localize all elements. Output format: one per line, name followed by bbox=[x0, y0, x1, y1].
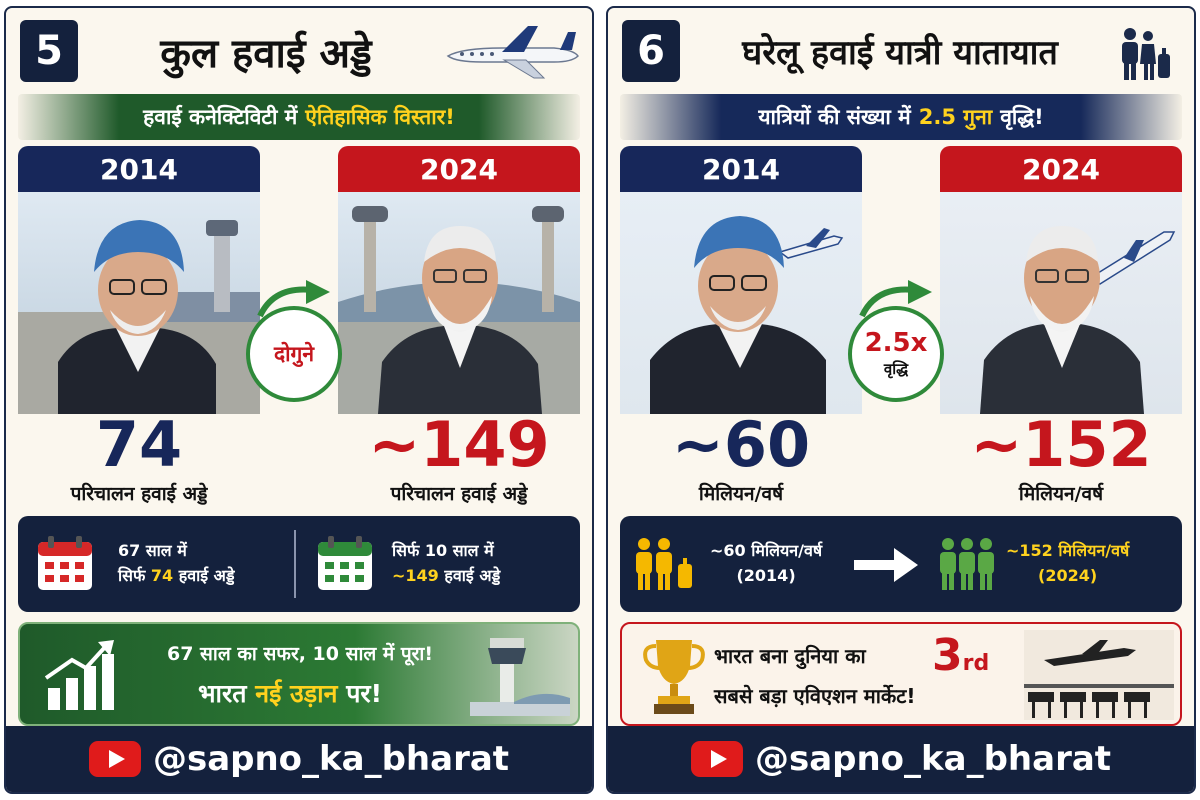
info-line-1: सिर्फ 10 साल में bbox=[392, 539, 500, 564]
channel-footer[interactable]: @sapno_ka_bharat bbox=[6, 726, 592, 792]
info-value: ~60 मिलियन/वर्ष bbox=[710, 539, 822, 564]
passengers-icon bbox=[936, 536, 998, 592]
info-line-2: ~149 हवाई अड्डे bbox=[392, 564, 500, 589]
badge-text: 2.5x bbox=[865, 330, 928, 357]
ribbon-highlight: 2.5 गुना bbox=[919, 103, 992, 131]
calendar-icon bbox=[316, 536, 374, 592]
divider bbox=[294, 530, 296, 598]
channel-handle: @sapno_ka_bharat bbox=[153, 739, 509, 779]
panel-2014: 2014 ~60 मिलियन/वर्ष bbox=[620, 146, 862, 506]
leader-photo bbox=[18, 192, 260, 414]
year-label: 2014 bbox=[18, 146, 260, 192]
leader-photo bbox=[338, 192, 580, 414]
comparison-band: ~60 मिलियन/वर्ष (2014) ~152 मिलियन/वर्ष bbox=[620, 516, 1182, 612]
promo-line-2: सबसे बड़ा एविएशन मार्केट! bbox=[714, 682, 1014, 709]
count-caption: मिलियन/वर्ष bbox=[620, 480, 862, 506]
comparison-band: 67 साल में सिर्फ 74 हवाई अड्डे सिर्फ 10 … bbox=[18, 516, 580, 612]
leader-photo bbox=[620, 192, 862, 414]
calendar-icon bbox=[36, 536, 94, 592]
info-2014: 67 साल में सिर्फ 74 हवाई अड्डे bbox=[36, 516, 235, 612]
info-2014: ~60 मिलियन/वर्ष (2014) bbox=[632, 516, 822, 612]
airport-count-2024: ~149 bbox=[338, 414, 580, 476]
control-tower-icon bbox=[470, 632, 570, 720]
passenger-traffic-card: 6 घरेलू हवाई यात्री यातायात यात्रियों की… bbox=[606, 6, 1196, 794]
promo-line-1: 67 साल का सफर, 10 साल में पूरा! bbox=[120, 640, 480, 666]
airport-lounge-icon bbox=[1024, 630, 1174, 720]
panel-2024: 2024 ~152 मिलियन/वर्ष bbox=[940, 146, 1182, 506]
info-value: ~152 मिलियन/वर्ष bbox=[1006, 539, 1129, 564]
trophy-icon bbox=[642, 636, 706, 716]
double-badge: दोगुने bbox=[246, 306, 342, 402]
card-title: घरेलू हवाई यात्री यातायात bbox=[690, 18, 1110, 84]
headline-ribbon: यात्रियों की संख्या में 2.5 गुना वृद्धि! bbox=[620, 94, 1182, 140]
count-caption: मिलियन/वर्ष bbox=[940, 480, 1182, 506]
promo-line-1: भारत बना दुनिया का bbox=[714, 642, 934, 669]
ribbon-tail: वृद्धि! bbox=[1000, 103, 1043, 131]
card-number: 5 bbox=[20, 20, 78, 82]
panel-2014: 2014 74 परिचालन हवाई अड्डे bbox=[18, 146, 260, 506]
count-caption: परिचालन हवाई अड्डे bbox=[18, 480, 260, 506]
growth-chart-icon bbox=[42, 638, 118, 714]
info-line-1: 67 साल में bbox=[118, 539, 235, 564]
info-year: (2014) bbox=[710, 564, 822, 589]
card-title: कुल हवाई अड्डे bbox=[96, 18, 436, 84]
info-year: (2024) bbox=[1006, 564, 1129, 589]
promo-line-2: भारत नई उड़ान पर! bbox=[120, 676, 460, 710]
right-arrow-icon bbox=[854, 548, 918, 582]
ribbon-text: हवाई कनेक्टिविटी में bbox=[143, 103, 297, 131]
info-2024: ~152 मिलियन/वर्ष (2024) bbox=[936, 516, 1129, 612]
traveler-icon bbox=[1116, 26, 1172, 86]
leader-photo bbox=[940, 192, 1182, 414]
badge-text: दोगुने bbox=[274, 343, 314, 365]
promo-banner: भारत बना दुनिया का 3rd सबसे बड़ा एविएशन … bbox=[620, 622, 1182, 726]
promo-rank: 3rd bbox=[932, 630, 989, 681]
panel-2024: 2024 ~149 परिचालन हवाई अड्डे bbox=[338, 146, 580, 506]
count-caption: परिचालन हवाई अड्डे bbox=[338, 480, 580, 506]
year-label: 2024 bbox=[338, 146, 580, 192]
year-label: 2024 bbox=[940, 146, 1182, 192]
ribbon-highlight: ऐतिहासिक विस्तार! bbox=[305, 103, 455, 131]
year-label: 2014 bbox=[620, 146, 862, 192]
airport-count-2014: 74 bbox=[18, 414, 260, 476]
ribbon-text: यात्रियों की संख्या में bbox=[758, 103, 910, 131]
info-line-2: सिर्फ 74 हवाई अड्डे bbox=[118, 564, 235, 589]
airports-card: 5 कुल हवाई अड्डे हवाई कनेक्टिविटी में ऐत… bbox=[4, 6, 594, 794]
passenger-count-2014: ~60 bbox=[620, 414, 862, 476]
badge-subtext: वृद्धि bbox=[884, 362, 908, 378]
promo-banner: 67 साल का सफर, 10 साल में पूरा! भारत नई … bbox=[18, 622, 580, 726]
channel-footer[interactable]: @sapno_ka_bharat bbox=[608, 726, 1194, 792]
card-number: 6 bbox=[622, 20, 680, 82]
youtube-icon bbox=[89, 741, 141, 777]
headline-ribbon: हवाई कनेक्टिविटी में ऐतिहासिक विस्तार! bbox=[18, 94, 580, 140]
airplane-icon bbox=[442, 22, 582, 86]
channel-handle: @sapno_ka_bharat bbox=[755, 739, 1111, 779]
growth-badge: 2.5x वृद्धि bbox=[848, 306, 944, 402]
passenger-count-2024: ~152 bbox=[940, 414, 1182, 476]
passengers-icon bbox=[632, 536, 702, 592]
info-2024: सिर्फ 10 साल में ~149 हवाई अड्डे bbox=[316, 516, 500, 612]
youtube-icon bbox=[691, 741, 743, 777]
